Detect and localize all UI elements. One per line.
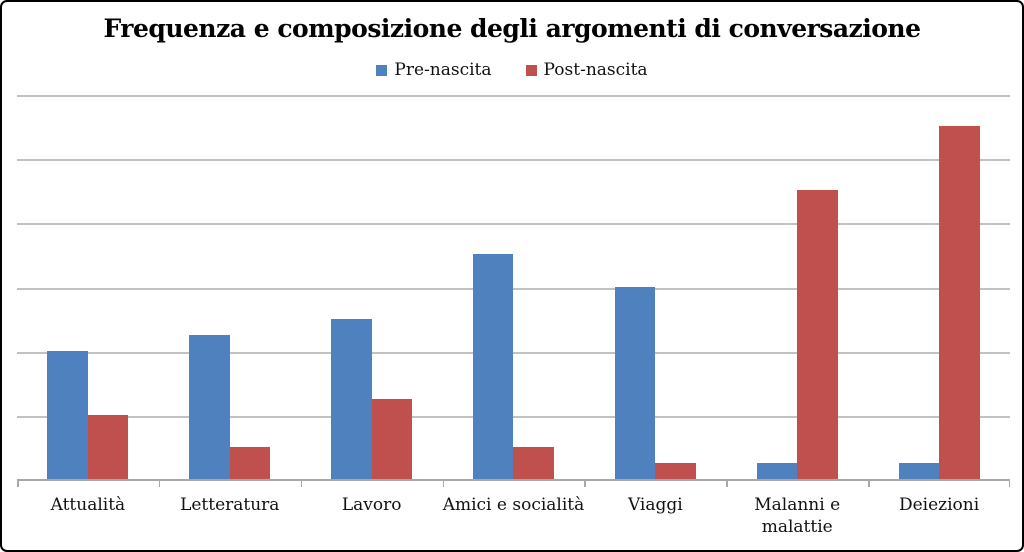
bar-group	[443, 96, 585, 479]
x-axis-label: Deiezioni	[898, 495, 980, 515]
bar-post-nascita	[939, 126, 980, 479]
x-axis-label: Letteratura	[180, 495, 280, 515]
legend-item-pre-nascita: Pre-nascita	[376, 60, 492, 80]
axis-tick	[300, 481, 303, 487]
gridline	[17, 95, 1010, 97]
gridline	[17, 351, 1010, 354]
bar-pre-nascita	[614, 286, 656, 479]
legend-swatch-post-nascita-icon	[525, 64, 537, 76]
x-axis-label: Malanni e malattie	[754, 495, 841, 537]
plot-area	[17, 95, 1010, 487]
axis-tick	[584, 481, 586, 487]
x-axis-labels: Attualità Letteratura Lavoro Amici e social…	[17, 495, 1010, 545]
axis-tick	[442, 481, 445, 487]
bar-pre-nascita	[756, 462, 798, 479]
gridline	[17, 287, 1010, 290]
bar-post-nascita	[87, 414, 129, 479]
gridline	[17, 223, 1010, 226]
x-axis-label: Attualità	[50, 495, 126, 515]
bar-post-nascita	[229, 446, 271, 479]
chart-title: Frequenza e composizione degli argomenti…	[103, 14, 921, 43]
bar-post-nascita	[655, 462, 696, 479]
axis-tick	[726, 481, 728, 487]
bar-pre-nascita	[898, 462, 940, 479]
axis-tick	[1008, 481, 1010, 487]
legend-label-post-nascita: Post-nascita	[543, 60, 648, 80]
gridline	[17, 159, 1010, 162]
bar-pre-nascita	[331, 318, 372, 479]
bar-pre-nascita	[472, 254, 514, 479]
bar-pre-nascita	[47, 350, 88, 479]
legend-swatch-pre-nascita-icon	[376, 64, 388, 76]
bar-pre-nascita	[189, 334, 230, 479]
x-axis-label: Amici e socialità	[442, 495, 585, 515]
bar-group	[301, 96, 443, 479]
bar-post-nascita	[513, 446, 554, 479]
legend-label-pre-nascita: Pre-nascita	[394, 60, 492, 80]
x-axis-label: Viaggi	[627, 495, 683, 515]
bar-group	[584, 96, 726, 479]
axis-tick	[17, 481, 19, 487]
axis-tick	[868, 481, 870, 487]
bar-post-nascita	[371, 398, 413, 479]
gridline	[17, 415, 1010, 418]
bar-group	[159, 96, 301, 479]
legend-item-post-nascita: Post-nascita	[525, 60, 648, 80]
bar-group	[17, 96, 159, 479]
axis-tick	[158, 481, 161, 487]
x-axis-label: Lavoro	[341, 495, 402, 515]
bar-group	[868, 96, 1010, 479]
legend: Pre-nascita Post-nascita	[2, 60, 1022, 80]
bar-post-nascita	[797, 190, 838, 479]
bar-group	[726, 96, 868, 479]
